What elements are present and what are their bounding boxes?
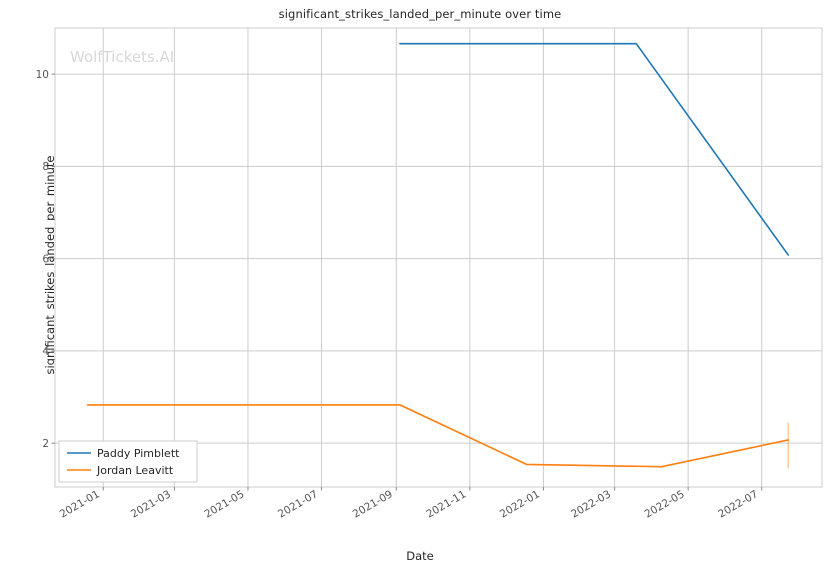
x-tick-label: 2022-01 bbox=[498, 488, 542, 520]
y-tick-label: 8 bbox=[42, 161, 49, 173]
y-axis-ticks: 2 4 6 8 10 bbox=[36, 69, 55, 450]
x-tick-label: 2022-05 bbox=[643, 488, 687, 520]
legend-label: Jordan Leavitt bbox=[96, 464, 174, 477]
legend-box bbox=[58, 440, 198, 483]
y-tick-label: 4 bbox=[42, 346, 49, 358]
x-gridlines bbox=[102, 28, 763, 487]
x-tick-label: 2021-11 bbox=[424, 488, 468, 520]
series-line bbox=[399, 42, 790, 256]
x-tick-label: 2021-07 bbox=[276, 488, 320, 520]
chart-title: significant_strikes_landed_per_minute ov… bbox=[278, 7, 562, 21]
series-line bbox=[86, 404, 790, 468]
x-tick-label: 2022-03 bbox=[569, 488, 613, 520]
x-tick-label: 2022-07 bbox=[716, 488, 760, 520]
y-tick-label: 6 bbox=[42, 253, 49, 265]
x-tick-label: 2021-05 bbox=[202, 488, 246, 520]
legend-label: Paddy Pimblett bbox=[97, 447, 180, 460]
series-lines bbox=[86, 42, 790, 468]
watermark: WolfTickets.AI bbox=[70, 48, 174, 66]
x-axis-ticks: 2021-01 2021-03 2021-05 2021-07 2021-09 2021-… bbox=[58, 487, 763, 521]
x-tick-label: 2021-09 bbox=[351, 488, 395, 520]
y-tick-label: 10 bbox=[36, 69, 49, 81]
x-tick-label: 2021-01 bbox=[58, 488, 102, 520]
x-axis-label: Date bbox=[406, 549, 434, 563]
watermark-label: WolfTickets.AI bbox=[70, 48, 174, 66]
x-tick-label: 2021-03 bbox=[129, 488, 173, 520]
y-tick-label: 2 bbox=[42, 438, 49, 450]
plot-background bbox=[54, 27, 823, 488]
chart-legend[interactable]: Paddy Pimblett Jordan Leavitt bbox=[58, 440, 198, 483]
